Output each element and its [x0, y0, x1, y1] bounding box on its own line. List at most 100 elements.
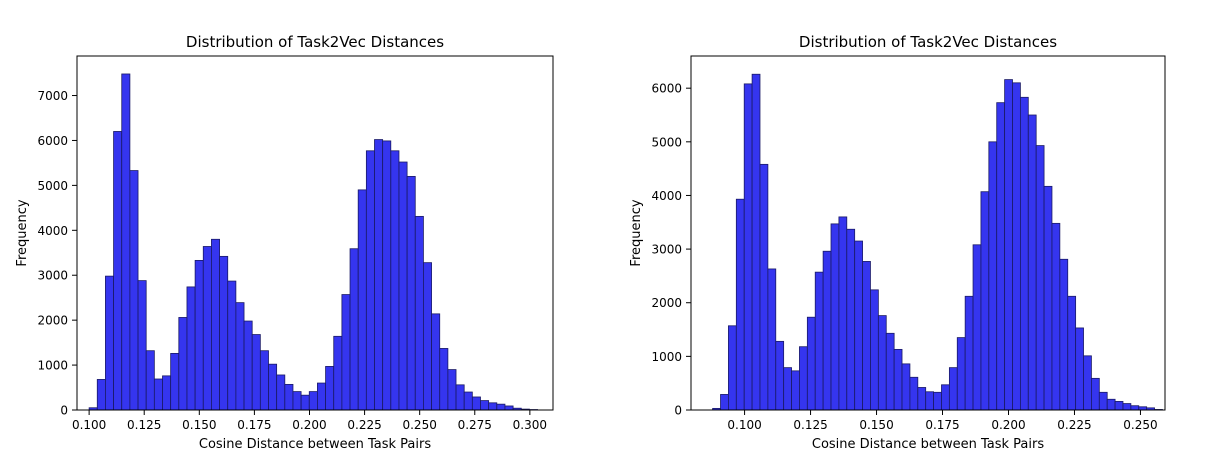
y-tick-label: 3000	[651, 243, 682, 257]
histogram-bar	[838, 216, 848, 411]
histogram-bar	[1019, 96, 1029, 411]
x-tick-label: 0.150	[859, 418, 893, 432]
histogram-bar	[113, 131, 123, 411]
histogram-bar	[972, 244, 982, 411]
x-tick-label: 0.200	[991, 418, 1025, 432]
histogram-bar	[877, 315, 887, 411]
histogram-bar	[414, 215, 424, 411]
histogram-bar	[862, 261, 871, 411]
chart-title: Distribution of Task2Vec Distances	[799, 33, 1057, 51]
histogram-bar	[292, 391, 302, 411]
histogram-bar	[854, 240, 863, 411]
histogram-bar	[406, 175, 416, 411]
histogram-bar	[504, 405, 514, 411]
histogram-bar	[933, 391, 942, 411]
histogram-bar	[1012, 82, 1021, 411]
histogram-bar	[455, 384, 465, 411]
histogram-bar	[901, 363, 911, 411]
histogram-bar	[480, 400, 490, 411]
histogram-bar	[284, 383, 294, 411]
y-tick-label: 4000	[651, 189, 682, 203]
histogram-bar	[830, 223, 840, 411]
histogram-bar	[178, 317, 188, 411]
histogram-bar	[300, 394, 310, 411]
histogram-bar	[735, 198, 745, 411]
histogram-bar	[1091, 377, 1100, 411]
histogram-bar	[382, 140, 392, 411]
histogram-bar	[170, 352, 180, 411]
histogram-bars	[712, 73, 1163, 411]
histogram-chart-left: 0.100 0.125 0.150 0.175 0.200 0.225 0.250 0.275…	[15, 33, 554, 452]
histogram-bar	[145, 350, 155, 411]
x-tick-label: 0.250	[402, 418, 436, 432]
y-tick-label: 0	[674, 404, 682, 418]
y-tick-label: 4000	[37, 224, 68, 238]
histogram-bar	[751, 73, 761, 411]
histogram-bar	[219, 255, 229, 411]
histogram-bar	[105, 275, 114, 411]
histogram-bar	[846, 228, 856, 411]
histogram-bar	[137, 280, 147, 411]
x-axis-label: Cosine Distance between Task Pairs	[199, 437, 431, 452]
histogram-bar	[96, 379, 106, 411]
y-tick-label: 5000	[651, 135, 682, 149]
plot-frame	[76, 55, 554, 411]
histogram-bar	[759, 163, 769, 411]
histogram-bar	[948, 367, 958, 411]
histogram-bar	[893, 348, 903, 411]
histogram-bar	[791, 370, 800, 411]
histogram-bar	[1114, 401, 1124, 411]
histogram-bar	[268, 363, 278, 411]
histogram-bar	[1075, 327, 1084, 411]
histogram-bar	[121, 73, 131, 411]
histogram-bar	[941, 384, 950, 411]
histogram-bar	[1106, 398, 1116, 411]
histogram-bar	[925, 391, 934, 411]
x-tick-label: 0.125	[127, 418, 161, 432]
x-tick-label: 0.175	[237, 418, 271, 432]
histogram-bar	[1027, 114, 1037, 411]
histogram-bar	[1067, 295, 1077, 411]
y-tick-label: 1000	[651, 350, 682, 364]
histogram-bars	[88, 73, 538, 411]
x-tick-label: 0.125	[793, 418, 827, 432]
y-tick-label: 7000	[37, 89, 68, 103]
x-tick-label: 0.275	[458, 418, 492, 432]
histogram-bar	[743, 83, 753, 411]
plot-frame	[690, 55, 1166, 411]
histogram-bar	[259, 350, 269, 411]
histogram-bar	[194, 259, 204, 411]
y-tick-label: 3000	[37, 269, 68, 283]
histogram-bar	[996, 102, 1006, 411]
histogram-bar	[235, 302, 245, 411]
histogram-bar	[227, 280, 237, 411]
histogram-bar	[799, 346, 808, 411]
x-tick-label: 0.100	[727, 418, 761, 432]
histogram-bar	[431, 313, 441, 411]
histogram-bar	[365, 150, 375, 411]
histogram-bar	[980, 191, 990, 411]
chart-title: Distribution of Task2Vec Distances	[186, 33, 444, 51]
histogram-bar	[251, 334, 261, 411]
y-tick-label: 5000	[37, 179, 68, 193]
histogram-bar	[783, 367, 792, 411]
histogram-bar	[243, 320, 253, 411]
histogram-bar	[767, 268, 777, 411]
histogram-bar	[341, 294, 351, 411]
x-tick-label: 0.300	[513, 418, 547, 432]
histogram-bar	[728, 325, 737, 411]
histogram-bar	[988, 141, 998, 411]
histogram-bar	[822, 250, 832, 411]
x-tick-label: 0.250	[1123, 418, 1157, 432]
histogram-bar	[202, 246, 212, 411]
histogram-bar	[447, 369, 457, 411]
x-tick-label: 0.175	[925, 418, 959, 432]
histogram-chart-right: 0.100 0.125 0.150 0.175 0.200 0.225 0.250 0 1000…	[629, 33, 1166, 452]
histogram-bar	[1043, 185, 1053, 411]
y-tick-label: 2000	[37, 314, 68, 328]
histogram-bar	[1035, 145, 1045, 411]
y-tick-label: 0	[60, 404, 68, 418]
histogram-bar	[349, 248, 359, 411]
histogram-bar	[471, 396, 481, 411]
y-axis-label: Frequency	[629, 199, 644, 266]
